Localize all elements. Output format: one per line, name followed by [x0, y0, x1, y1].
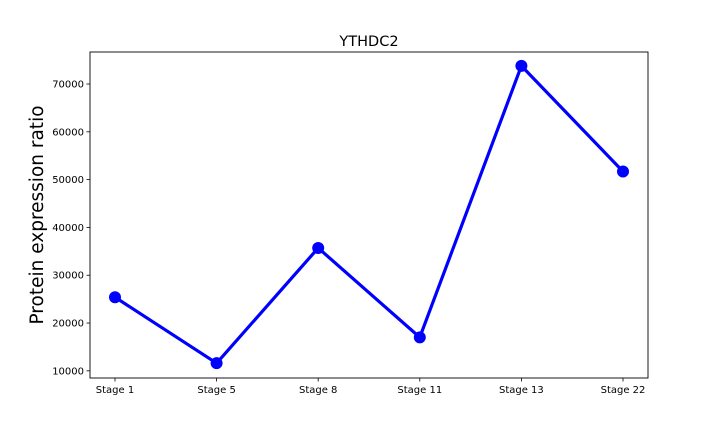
y-tick-label: 10000 [52, 366, 84, 377]
x-tick-label: Stage 11 [397, 385, 442, 396]
y-tick-label: 70000 [52, 80, 84, 91]
x-tick-label: Stage 1 [96, 385, 134, 396]
data-point [413, 331, 426, 344]
x-tick-label: Stage 22 [601, 385, 646, 396]
data-point [515, 59, 528, 72]
y-tick-label: 50000 [52, 175, 84, 186]
x-tick-label: Stage 13 [499, 385, 544, 396]
y-tick-label: 30000 [52, 271, 84, 282]
x-tick-label: Stage 5 [197, 385, 235, 396]
data-point [109, 291, 121, 304]
y-tick-label: 20000 [52, 319, 84, 330]
axis-ticks: 10000 20000 30000 40000 50000 60000 70000 Stage… [52, 80, 645, 396]
x-tick-label: Stage 8 [299, 385, 337, 396]
y-tick-label: 60000 [52, 127, 84, 138]
chart-title: YTHDC2 [338, 34, 398, 50]
series-line [113, 64, 625, 365]
plot-frame [89, 51, 649, 379]
y-tick-label: 40000 [52, 223, 84, 234]
data-point [210, 357, 223, 370]
data-point [617, 165, 629, 178]
data-series [109, 59, 629, 370]
data-point [312, 241, 325, 254]
y-axis-label: Protein expression ratio [27, 105, 48, 324]
